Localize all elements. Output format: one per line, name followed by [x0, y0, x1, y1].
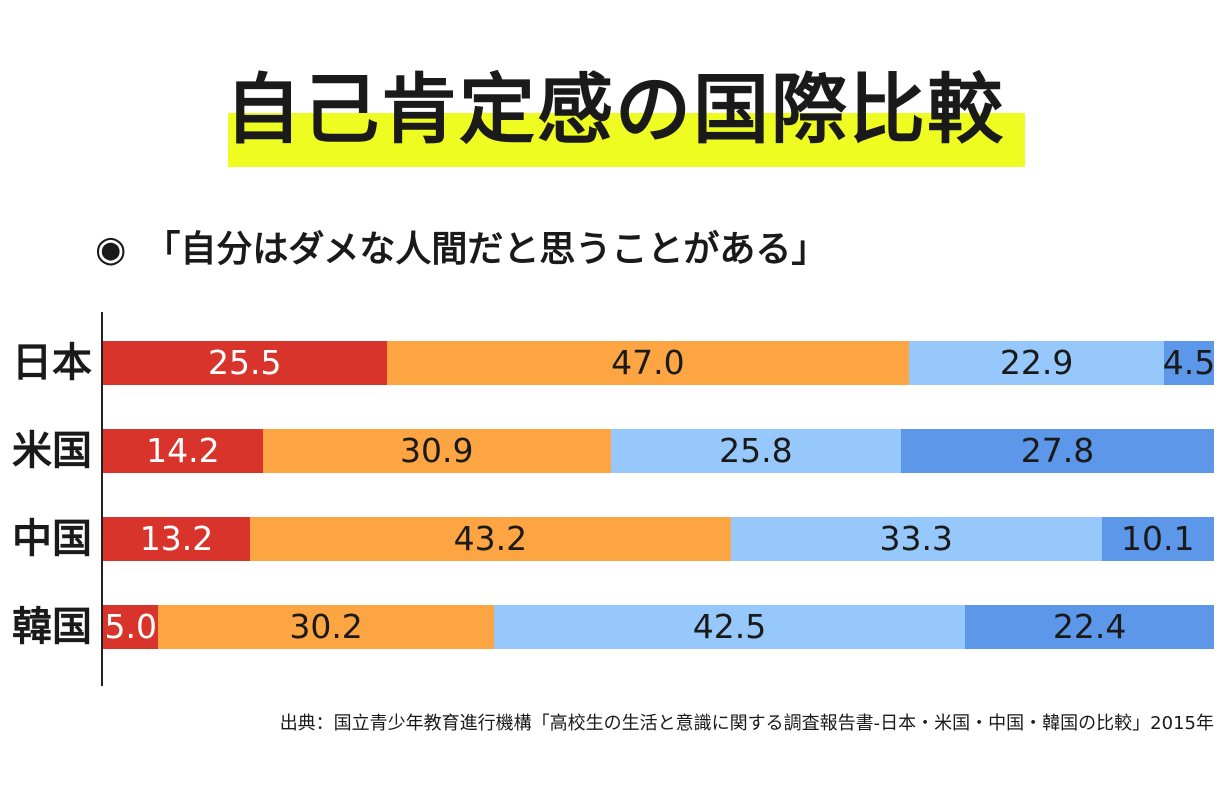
source-note: 出典：国立青少年教育進行機構「高校生の生活と意識に関する調査報告書-日本・米国・…	[279, 713, 1214, 734]
bar-segment: 30.9	[262, 429, 611, 473]
data-label: 47.0	[611, 343, 685, 382]
data-label: 22.4	[1052, 607, 1127, 646]
bar-segment: 25.5	[103, 341, 387, 385]
bar-segment: 30.2	[158, 605, 494, 649]
bar-segment: 27.8	[901, 429, 1214, 473]
data-label: 42.5	[692, 607, 767, 646]
y-axis-line	[101, 312, 103, 686]
category-label: 中国	[12, 516, 92, 562]
bar-segment: 25.8	[610, 429, 902, 473]
category-label: 日本	[12, 340, 92, 386]
bar-row: 5.0 30.2 42.5 22.4	[103, 605, 1214, 649]
title-highlight	[228, 113, 1025, 167]
bar-row: 25.5 47.0 22.9 4.5	[103, 341, 1216, 385]
data-label: 25.5	[208, 343, 282, 382]
bar-segment: 22.9	[909, 341, 1164, 385]
data-label: 25.8	[719, 431, 793, 470]
data-label: 14.2	[146, 431, 220, 470]
bar-row: 13.2 43.2 33.3 10.1	[103, 517, 1214, 561]
bar-segment: 4.5	[1162, 341, 1216, 385]
data-label: 33.3	[879, 519, 953, 558]
bar-segment: 14.2	[103, 429, 263, 473]
chart-subtitle: ◉ 「自分はダメな人間だと思うことがある」	[95, 222, 827, 278]
data-label: 27.8	[1020, 431, 1095, 470]
data-label: 4.5	[1162, 343, 1216, 382]
data-label: 30.2	[289, 607, 363, 646]
subtitle-text: 「自分はダメな人間だと思うことがある」	[144, 229, 828, 270]
bar-segment: 10.1	[1101, 517, 1214, 561]
data-label: 10.1	[1121, 519, 1195, 558]
bar-segment: 22.4	[965, 605, 1214, 649]
data-label: 22.9	[999, 343, 1074, 382]
bar-segment: 33.3	[730, 517, 1102, 561]
data-label: 43.2	[453, 519, 528, 558]
bar-segment: 5.0	[103, 605, 159, 649]
bar-segment: 47.0	[386, 341, 910, 385]
bar-segment: 43.2	[249, 517, 731, 561]
data-label: 30.9	[399, 431, 474, 470]
bullet-icon: ◉	[95, 229, 127, 270]
data-label: 5.0	[104, 607, 157, 646]
data-label: 13.2	[139, 519, 214, 558]
bar-segment: 42.5	[493, 605, 966, 649]
page-title: 自己肯定感の国際比較	[225, 65, 1005, 154]
bar-row: 14.2 30.9 25.8 27.8	[103, 429, 1214, 473]
category-label: 韓国	[12, 604, 92, 650]
category-label: 米国	[12, 428, 92, 474]
bar-segment: 13.2	[103, 517, 250, 561]
